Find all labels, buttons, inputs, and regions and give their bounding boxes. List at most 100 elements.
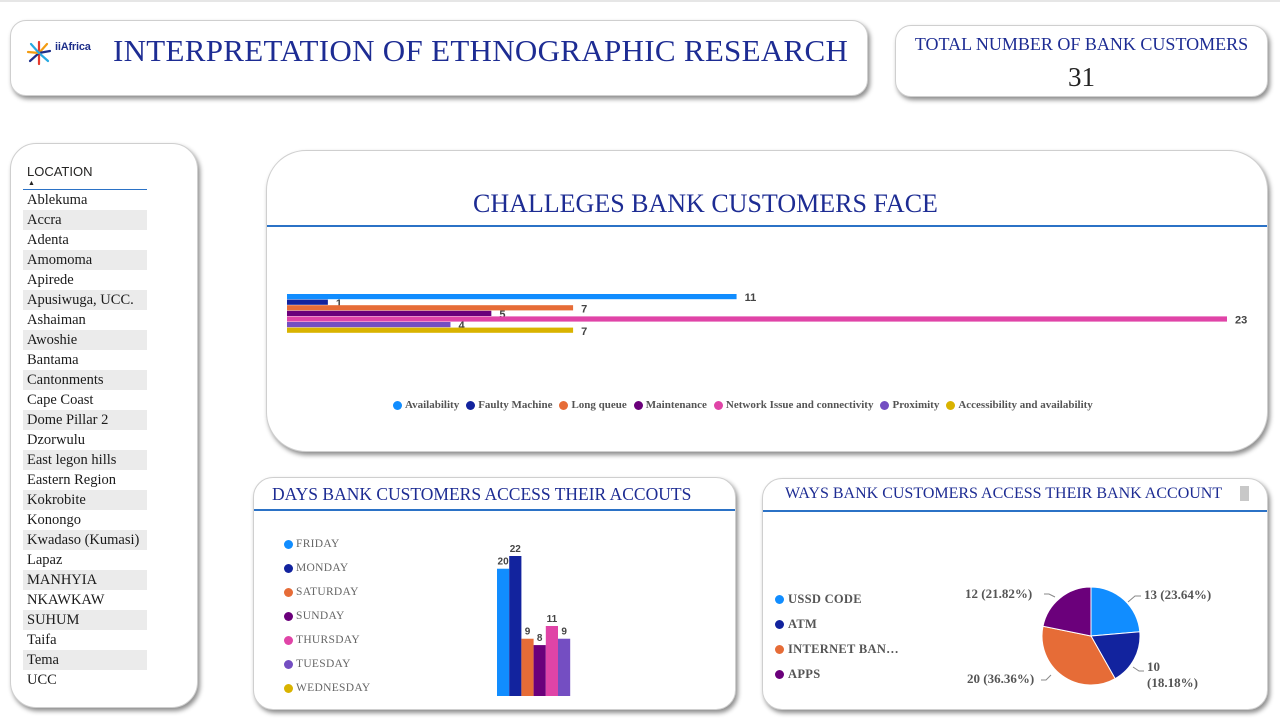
bar-availability[interactable] bbox=[287, 294, 737, 300]
bar-proximity[interactable] bbox=[287, 322, 451, 328]
legend-label: Maintenance bbox=[645, 399, 707, 411]
legend-dot-icon bbox=[775, 670, 784, 679]
legend-item[interactable]: TUESDAY bbox=[284, 652, 370, 676]
bar-data-label: 4 bbox=[458, 320, 465, 332]
legend-item[interactable]: SUNDAY bbox=[284, 604, 370, 628]
legend-item[interactable]: FRIDAY bbox=[284, 532, 370, 556]
bar-data-label: 8 bbox=[537, 633, 543, 644]
pie-slice-internet-ban-[interactable] bbox=[1041, 625, 1116, 686]
location-item[interactable]: Apusiwuga, UCC. bbox=[23, 290, 147, 310]
header-card: iiAfrica INTERPRETATION OF ETHNOGRAPHIC … bbox=[10, 20, 868, 96]
location-item[interactable]: Ashaiman bbox=[27, 312, 86, 328]
bar-monday[interactable] bbox=[509, 556, 522, 696]
legend-dot-icon bbox=[775, 595, 784, 604]
legend-dot-icon bbox=[559, 400, 569, 410]
legend-label: Proximity bbox=[892, 399, 940, 411]
legend-item[interactable]: Maintenance bbox=[633, 399, 707, 411]
location-item[interactable]: Lapaz bbox=[27, 552, 63, 568]
legend-item[interactable]: Availability bbox=[393, 399, 459, 411]
location-item[interactable]: UCC bbox=[27, 672, 57, 688]
bar-maintenance[interactable] bbox=[287, 310, 492, 316]
legend-dot-icon bbox=[633, 400, 643, 410]
legend-label: Availability bbox=[405, 399, 460, 411]
location-item[interactable]: Bantama bbox=[27, 352, 79, 368]
legend-dot-icon bbox=[284, 563, 293, 573]
legend-label: Faulty Machine bbox=[478, 399, 553, 411]
legend-item[interactable]: WEDNESDAY bbox=[284, 676, 370, 700]
location-item[interactable]: Cape Coast bbox=[27, 392, 94, 408]
legend-label: THURSDAY bbox=[296, 634, 360, 646]
bar-network-issue-and-connectivity[interactable] bbox=[287, 316, 1227, 322]
legend-dot-icon bbox=[775, 620, 784, 629]
legend-item[interactable]: Accessibility and availability bbox=[946, 399, 1093, 411]
legend-item[interactable]: Faulty Machine bbox=[466, 399, 552, 411]
bar-data-label: 9 bbox=[561, 627, 567, 638]
challenges-chart-card: CHALLEGES BANK CUSTOMERS FACE 11 1 7 5 23 4 7 … bbox=[266, 150, 1268, 452]
location-item[interactable]: Accra bbox=[23, 210, 147, 230]
challenges-chart-title: CHALLEGES BANK CUSTOMERS FACE bbox=[473, 189, 938, 218]
legend-item[interactable]: Network Issue and connectivity bbox=[713, 399, 873, 411]
pie-slice-ussd-code[interactable] bbox=[1090, 586, 1141, 637]
kpi-value: 31 bbox=[1068, 62, 1095, 92]
starburst-logo-icon bbox=[26, 40, 52, 66]
location-item[interactable]: Ablekuma bbox=[27, 192, 88, 208]
legend-item[interactable]: THURSDAY bbox=[284, 628, 370, 652]
challenges-bar-chart: 111 75 234 7 bbox=[287, 292, 1247, 338]
pie-slice-apps[interactable] bbox=[1042, 586, 1092, 637]
legend-label: ATM bbox=[788, 617, 818, 631]
location-item[interactable]: MANHYIA bbox=[23, 570, 147, 590]
bar-accessibility-and-availability[interactable] bbox=[287, 327, 574, 333]
location-item[interactable]: Cantonments bbox=[23, 370, 147, 390]
legend-item[interactable]: Long queue bbox=[559, 399, 627, 411]
bar-long-queue[interactable] bbox=[287, 305, 574, 311]
legend-label: USSD CODE bbox=[788, 592, 862, 606]
legend-item[interactable]: SATURDAY bbox=[284, 580, 370, 604]
location-item[interactable]: Eastern Region bbox=[27, 472, 116, 488]
location-item[interactable]: Dzorwulu bbox=[27, 432, 85, 448]
legend-label: FRIDAY bbox=[296, 538, 340, 550]
bar-tuesday[interactable] bbox=[558, 638, 571, 696]
location-item[interactable]: Dome Pillar 2 bbox=[23, 410, 147, 430]
page-title: INTERPRETATION OF ETHNOGRAPHIC RESEARCH bbox=[113, 33, 849, 68]
location-item[interactable]: Apirede bbox=[27, 272, 74, 288]
legend-dot-icon bbox=[284, 659, 293, 669]
legend-label: Accessibility and availability bbox=[958, 399, 1093, 411]
legend-item[interactable]: MONDAY bbox=[284, 556, 370, 580]
legend-item[interactable]: USSD CODE bbox=[775, 587, 899, 612]
legend-item[interactable]: APPS bbox=[775, 662, 899, 687]
legend-dot-icon bbox=[775, 645, 784, 654]
location-item[interactable]: Kwadaso (Kumasi) bbox=[23, 530, 147, 550]
location-item[interactable]: NKAWKAW bbox=[27, 592, 105, 608]
location-item[interactable]: SUHUM bbox=[23, 610, 147, 630]
legend-dot-icon bbox=[284, 539, 293, 549]
legend-item[interactable]: INTERNET BAN… bbox=[775, 637, 899, 662]
legend-item[interactable]: Proximity bbox=[880, 399, 939, 411]
scrollbar-thumb[interactable] bbox=[1240, 486, 1249, 501]
top-divider bbox=[0, 0, 1280, 2]
bar-sunday[interactable] bbox=[533, 645, 546, 696]
bar-data-label: 7 bbox=[581, 326, 587, 338]
legend-dot-icon bbox=[393, 400, 402, 410]
location-item[interactable]: Kokrobite bbox=[23, 490, 147, 510]
pie-leader-line bbox=[1044, 593, 1056, 598]
location-item[interactable]: East legon hills bbox=[23, 450, 147, 470]
legend-label: INTERNET BAN… bbox=[788, 642, 899, 656]
legend-item[interactable]: ATM bbox=[775, 612, 899, 637]
location-item[interactable]: Konongo bbox=[27, 512, 81, 528]
sort-arrow-icon[interactable]: ▲ bbox=[28, 179, 35, 187]
location-item[interactable]: Taifa bbox=[27, 632, 57, 648]
location-item[interactable]: Tema bbox=[23, 650, 147, 670]
pie-label-atm-percent: (18.18%) bbox=[1147, 675, 1198, 690]
location-item[interactable]: Adenta bbox=[27, 232, 69, 248]
kpi-card: TOTAL NUMBER OF BANK CUSTOMERS 31 bbox=[895, 25, 1268, 97]
bar-faulty-machine[interactable] bbox=[287, 299, 328, 305]
days-title-rule bbox=[254, 509, 735, 511]
bar-friday[interactable] bbox=[497, 568, 510, 696]
location-slicer: LOCATION ▲ Ablekuma Accra Adenta Amomoma Api… bbox=[10, 143, 198, 708]
bar-saturday[interactable] bbox=[521, 638, 534, 696]
bar-thursday[interactable] bbox=[545, 626, 558, 696]
pie-slice-atm[interactable] bbox=[1090, 631, 1141, 680]
bar-data-label: 23 bbox=[1235, 315, 1247, 327]
location-item[interactable]: Awoshie bbox=[23, 330, 147, 350]
location-item[interactable]: Amomoma bbox=[23, 250, 147, 270]
